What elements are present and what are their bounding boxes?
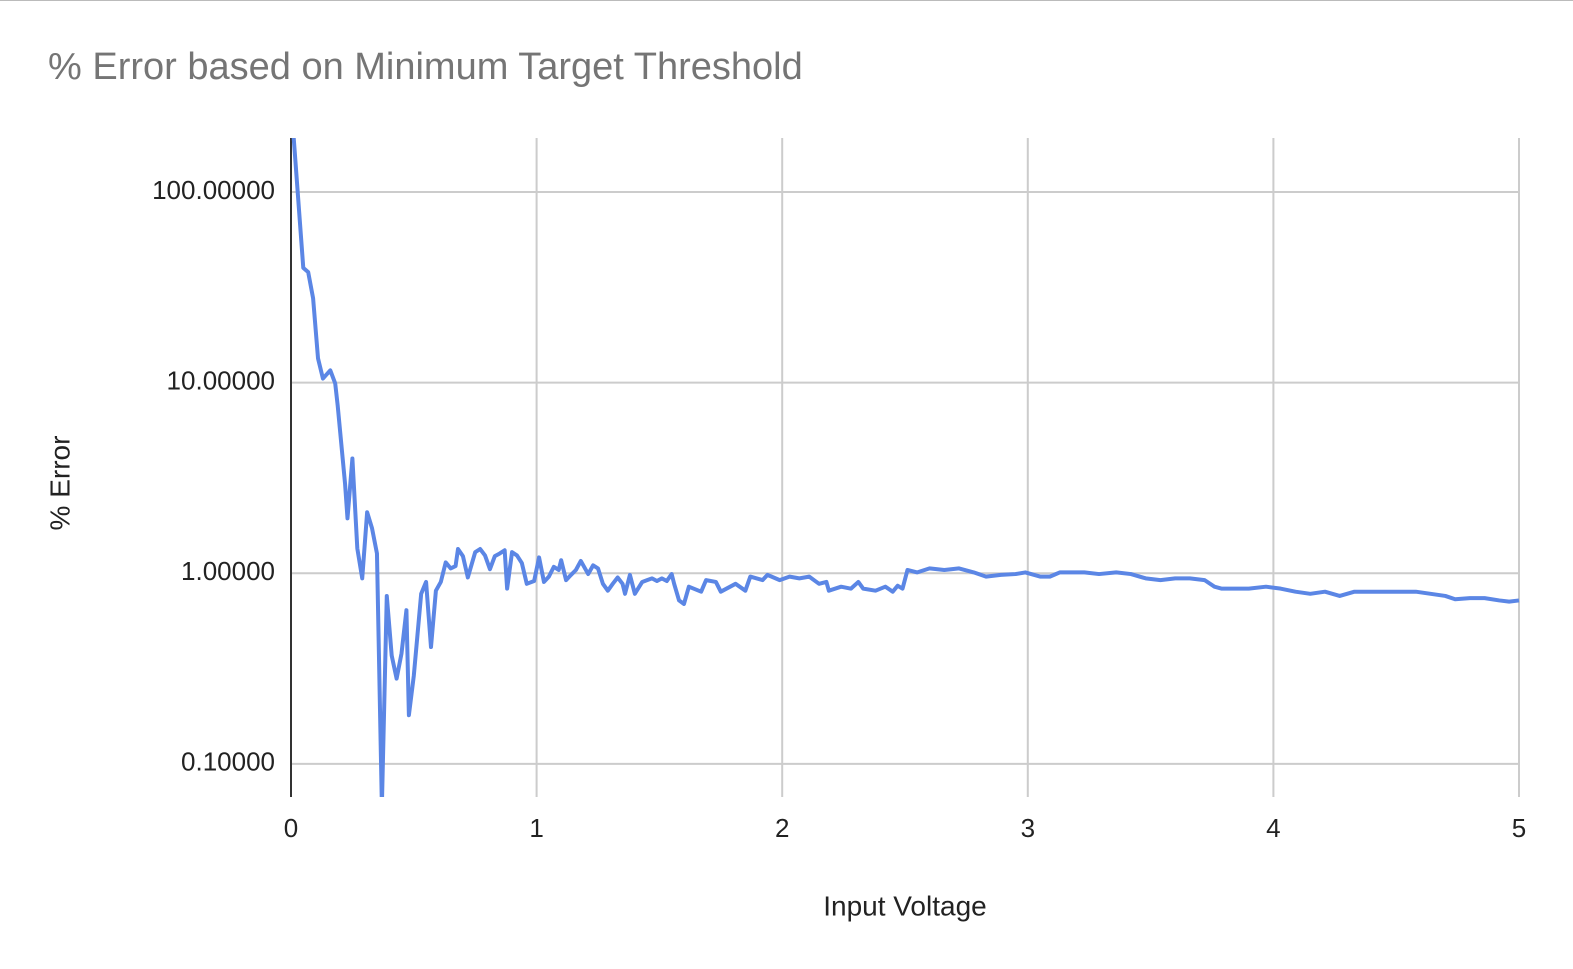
tick-labels: 0.10000 1.00000 10.00000 100.00000 0 1 2 3 4 5 [152,175,1526,843]
chart-title: % Error based on Minimum Target Threshol… [48,46,803,88]
x-tick-label: 5 [1512,813,1526,843]
y-tick-label: 0.10000 [181,747,275,777]
plot-area [291,138,1520,797]
x-axis-label: Input Voltage [823,890,986,921]
y-tick-label: 10.00000 [167,365,275,395]
data-line [291,138,1520,797]
y-tick-label: 1.00000 [181,556,275,586]
y-tick-label: 100.00000 [152,175,275,205]
x-tick-label: 0 [284,813,298,843]
y-axis-label: % Error [44,436,75,531]
grid [290,138,1520,797]
x-tick-label: 1 [529,813,543,843]
x-tick-label: 2 [775,813,789,843]
x-tick-label: 4 [1266,813,1280,843]
x-tick-label: 3 [1021,813,1035,843]
